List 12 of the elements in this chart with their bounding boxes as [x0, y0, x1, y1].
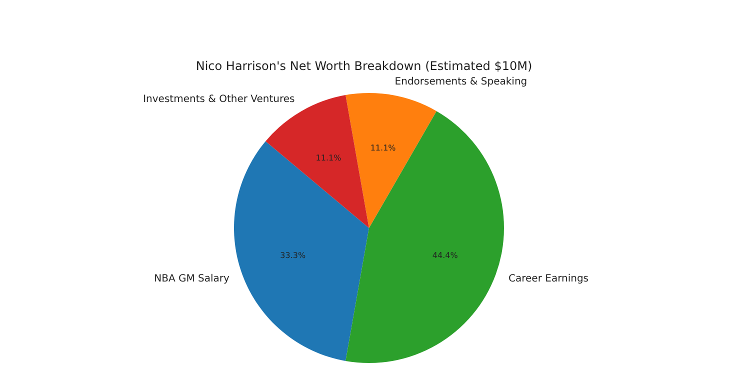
- data-label: 11.1%: [316, 153, 342, 162]
- pie-slice: [346, 93, 436, 228]
- slice-label: NBA GM Salary: [154, 273, 230, 284]
- data-label: 44.4%: [432, 251, 458, 260]
- data-label: 11.1%: [370, 144, 396, 153]
- slice-label: Investments & Other Ventures: [143, 94, 295, 105]
- pie-slice: [346, 111, 504, 363]
- slice-label: Endorsements & Speaking: [394, 76, 528, 88]
- pie-slice: [234, 141, 369, 361]
- slice-label: Career Earnings: [508, 273, 589, 284]
- data-label: 33.3%: [280, 251, 306, 260]
- chart-title: Nico Harrison's Net Worth Breakdown (Estimated $10M): [196, 59, 532, 73]
